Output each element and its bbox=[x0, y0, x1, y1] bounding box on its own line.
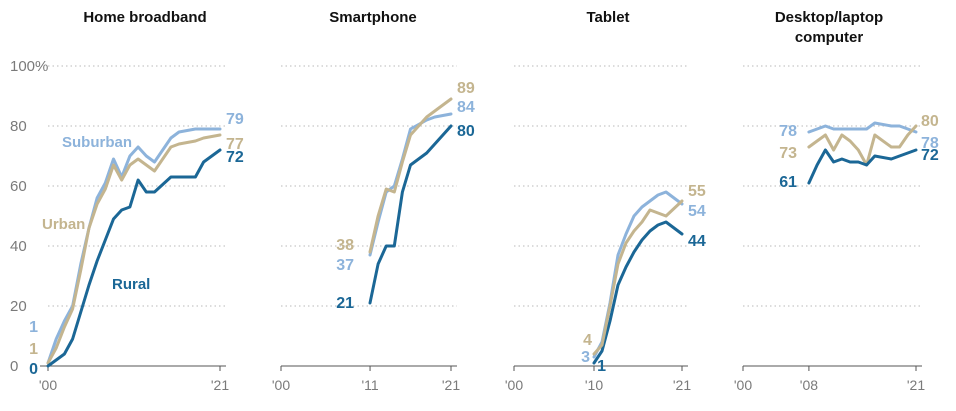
y-tick-label: 0 bbox=[10, 358, 18, 375]
end-label-urban: 55 bbox=[688, 183, 706, 200]
x-tick-label: '08 bbox=[800, 377, 818, 393]
end-label-rural: 72 bbox=[921, 147, 939, 164]
x-tick-label: '21 bbox=[673, 377, 691, 393]
y-tick-label: 40 bbox=[10, 238, 27, 255]
end-label-suburban: 78 bbox=[921, 135, 939, 152]
start-label-suburban: 3 bbox=[581, 349, 590, 366]
end-label-rural: 72 bbox=[226, 149, 244, 166]
series-name-urban: Urban bbox=[42, 216, 85, 233]
start-label-urban: 73 bbox=[779, 145, 797, 162]
series-name-rural: Rural bbox=[112, 276, 150, 293]
end-label-suburban: 54 bbox=[688, 203, 706, 220]
x-tick-label: '00 bbox=[39, 377, 57, 393]
series-line-urban bbox=[807, 124, 918, 167]
series-line-rural bbox=[592, 220, 684, 365]
panel-title: Home broadband bbox=[83, 9, 206, 26]
series-line-urban bbox=[368, 97, 453, 254]
y-tick-label: 20 bbox=[10, 298, 27, 315]
start-label-suburban: 37 bbox=[336, 257, 354, 274]
y-tick-label: 100% bbox=[10, 58, 48, 75]
x-tick-label: '21 bbox=[907, 377, 925, 393]
series-line-rural bbox=[807, 148, 918, 185]
x-tick-label: '11 bbox=[361, 377, 378, 393]
series-line-urban bbox=[46, 133, 222, 365]
start-label-rural: 0 bbox=[29, 361, 38, 378]
end-label-rural: 44 bbox=[688, 233, 706, 250]
start-label-rural: 61 bbox=[779, 174, 797, 191]
end-label-suburban: 84 bbox=[457, 99, 475, 116]
x-tick-label: '00 bbox=[505, 377, 523, 393]
end-label-urban: 77 bbox=[226, 136, 244, 153]
x-tick-label: '00 bbox=[272, 377, 290, 393]
x-tick-label: '21 bbox=[211, 377, 229, 393]
series-line-rural bbox=[46, 148, 222, 368]
series-line-urban bbox=[592, 199, 684, 356]
y-tick-label: 60 bbox=[10, 178, 27, 195]
x-tick-label: '10 bbox=[585, 377, 603, 393]
y-tick-label: 80 bbox=[10, 118, 27, 135]
end-label-urban: 80 bbox=[921, 113, 939, 130]
x-tick-label: '00 bbox=[734, 377, 752, 393]
series-line-suburban bbox=[807, 121, 918, 134]
panel-title: computer bbox=[795, 29, 864, 46]
start-label-urban: 4 bbox=[583, 332, 592, 349]
panel-title: Smartphone bbox=[329, 9, 417, 26]
start-label-urban: 1 bbox=[29, 341, 38, 358]
series-line-rural bbox=[368, 124, 453, 305]
start-label-suburban: 1 bbox=[29, 319, 38, 336]
start-label-rural: 1 bbox=[597, 358, 606, 375]
end-label-rural: 80 bbox=[457, 123, 475, 140]
start-label-suburban: 78 bbox=[779, 123, 797, 140]
end-label-urban: 89 bbox=[457, 80, 475, 97]
start-label-rural: 21 bbox=[336, 295, 354, 312]
panel-title: Tablet bbox=[586, 9, 629, 26]
start-label-urban: 38 bbox=[336, 237, 354, 254]
panel-title: Desktop/laptop bbox=[775, 9, 883, 26]
end-label-suburban: 79 bbox=[226, 111, 244, 128]
x-tick-label: '21 bbox=[442, 377, 460, 393]
series-name-suburban: Suburban bbox=[62, 134, 132, 151]
